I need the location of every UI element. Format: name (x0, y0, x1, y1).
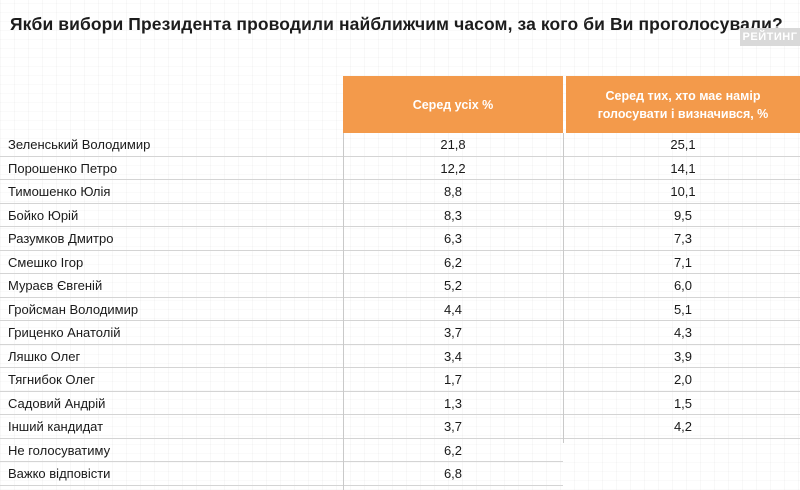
table-row: Мураєв Євгеній 5,2 6,0 (0, 274, 800, 298)
table-row: Гриценко Анатолій 3,7 4,3 (0, 321, 800, 345)
candidate-name: Разумков Дмитро (8, 231, 114, 246)
candidate-name: Тимошенко Юлія (8, 184, 111, 199)
candidate-name: Ляшко Олег (8, 348, 81, 364)
value-all: 1,3 (443, 395, 463, 411)
value-all: 4,4 (443, 301, 463, 317)
candidate-name: Важко відповісти (8, 466, 111, 481)
value-all: 6,2 (443, 254, 463, 270)
value-decided: 14,1 (670, 160, 696, 176)
value-decided: 9,5 (673, 207, 693, 223)
candidate-name: Мураєв Євгеній (8, 278, 103, 293)
candidate-name: Інший кандидат (8, 419, 104, 434)
candidate-name: Гриценко Анатолій (8, 325, 121, 340)
row-divider (0, 343, 800, 345)
value-decided: 4,3 (673, 325, 693, 340)
row-divider (0, 273, 800, 274)
table-row: Зеленський Володимир 21,8 25,1 (0, 133, 800, 157)
candidate-name: Тягнибок Олег (8, 372, 95, 387)
results-table: Серед усіх % Серед тих, хто має намір го… (0, 76, 800, 486)
row-divider (0, 179, 800, 180)
row-divider (0, 155, 800, 157)
candidate-name: Порошенко Петро (8, 160, 118, 176)
value-all: 8,3 (443, 207, 463, 223)
table-row: Інший кандидат 3,7 4,2 (0, 415, 800, 439)
column-separator (343, 133, 344, 490)
value-all: 12,2 (440, 160, 466, 176)
value-all: 1,7 (443, 372, 463, 387)
column-header-decided: Серед тих, хто має намір голосувати і ви… (566, 76, 800, 133)
candidate-name: Гройсман Володимир (8, 301, 139, 317)
table-row: Разумков Дмитро 6,3 7,3 (0, 227, 800, 251)
row-divider (0, 296, 800, 298)
value-decided (566, 439, 800, 463)
column-header-all: Серед усіх % (343, 76, 563, 133)
value-decided: 7,1 (673, 254, 693, 270)
value-all: 6,8 (443, 466, 463, 481)
value-decided: 4,2 (673, 419, 693, 434)
value-decided: 2,0 (673, 372, 693, 387)
page-title: Якби вибори Президента проводили найближ… (10, 14, 783, 34)
candidate-name: Бойко Юрій (8, 207, 79, 223)
row-divider (0, 461, 563, 462)
row-divider (0, 484, 563, 486)
value-decided: 10,1 (670, 184, 696, 199)
row-divider (0, 226, 800, 227)
value-decided: 7,3 (673, 231, 693, 246)
table-row: Ляшко Олег 3,4 3,9 (0, 345, 800, 368)
row-divider (0, 414, 800, 415)
value-decided: 1,5 (673, 395, 693, 411)
table-row: Гройсман Володимир 4,4 5,1 (0, 298, 800, 321)
row-divider (0, 320, 800, 321)
table-body: Зеленський Володимир 21,8 25,1 Порошенко Пе… (0, 133, 800, 486)
row-divider (0, 367, 800, 368)
value-decided: 5,1 (673, 301, 693, 317)
table-header: Серед усіх % Серед тих, хто має намір го… (0, 76, 800, 133)
value-all: 3,7 (443, 325, 463, 340)
table-row: Тимошенко Юлія 8,8 10,1 (0, 180, 800, 204)
value-all: 3,7 (443, 419, 463, 434)
candidate-name: Зеленський Володимир (8, 137, 151, 152)
table-row: Не голосуватиму 6,2 (0, 439, 800, 463)
value-decided: 6,0 (673, 278, 693, 293)
value-all: 8,8 (443, 184, 463, 199)
table-row: Порошенко Петро 12,2 14,1 (0, 157, 800, 180)
table-row: Важко відповісти 6,8 (0, 462, 800, 486)
row-divider (0, 437, 800, 439)
value-all: 21,8 (440, 137, 466, 152)
brand-logo: РЕЙТИНГ (740, 28, 800, 46)
value-all: 5,2 (443, 278, 463, 293)
value-decided: 25,1 (670, 137, 696, 152)
row-divider (0, 202, 800, 204)
value-all: 6,2 (443, 442, 463, 458)
table-row: Смешко Ігор 6,2 7,1 (0, 251, 800, 274)
row-divider (0, 249, 800, 251)
table-row: Бойко Юрій 8,3 9,5 (0, 204, 800, 227)
value-all: 3,4 (443, 348, 463, 364)
candidate-name: Садовий Андрій (8, 395, 106, 411)
value-all: 6,3 (443, 231, 463, 246)
table-row: Садовий Андрій 1,3 1,5 (0, 392, 800, 415)
value-decided (566, 462, 800, 486)
value-decided: 3,9 (673, 348, 693, 364)
row-divider (0, 390, 800, 392)
table-row: Тягнибок Олег 1,7 2,0 (0, 368, 800, 392)
candidate-name: Не голосуватиму (8, 442, 111, 458)
candidate-name: Смешко Ігор (8, 254, 84, 270)
column-separator (563, 133, 564, 443)
